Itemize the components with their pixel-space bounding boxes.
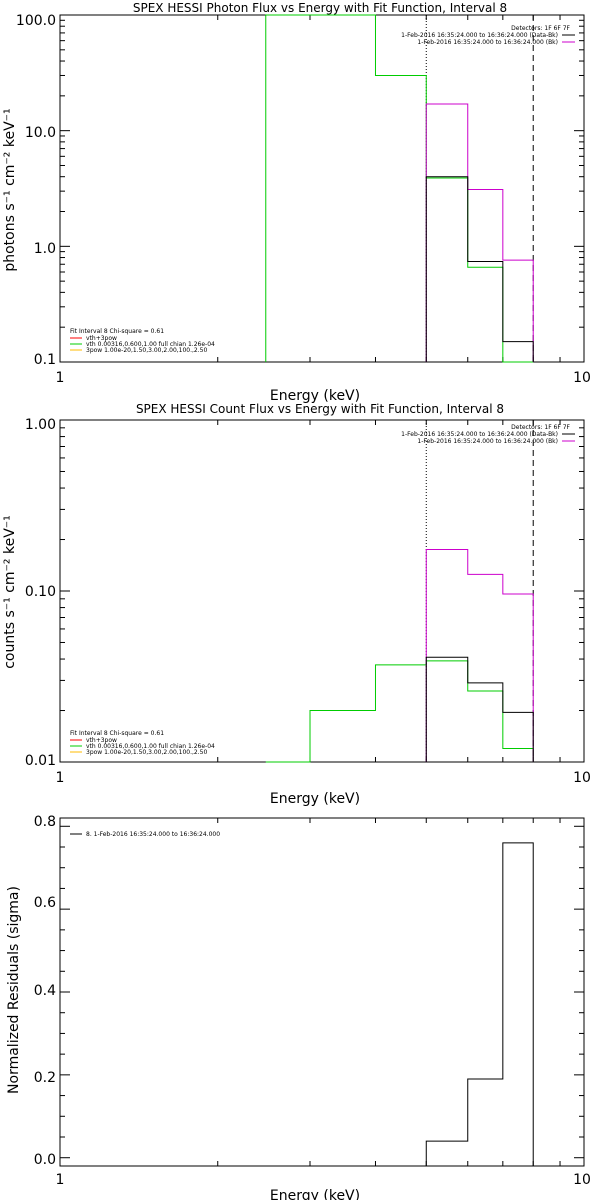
- photon-flux-fit-entry-1: vth 0.00316,0.600,1.00 full chian 1.26e-…: [86, 341, 215, 348]
- residuals-xtick-1: 10: [573, 1172, 591, 1188]
- photon-flux-panel: SPEX HESSI Photon Flux vs Energy with Fi…: [2, 1, 591, 404]
- count-flux-legend-bk: 1-Feb-2016 16:35:24.000 to 16:36:24.000 …: [417, 438, 558, 445]
- photon-flux-series-0: [265, 14, 534, 363]
- photon-flux-series-2: [425, 176, 534, 362]
- photon-flux-ytick-3: 100.0: [16, 13, 56, 29]
- count-flux-ytick-0: 0.01: [25, 753, 56, 769]
- count-flux-series-1: [425, 548, 534, 762]
- count-flux-series-0: [265, 660, 534, 763]
- residuals-ylabel: Normalized Residuals (sigma): [6, 886, 22, 1094]
- residuals-ticks: [59, 818, 585, 1166]
- count-flux-title: SPEX HESSI Count Flux vs Energy with Fit…: [136, 402, 504, 416]
- residuals-series: [425, 842, 534, 1166]
- residuals-legend-entry: 8. 1-Feb-2016 16:35:24.000 to 16:36:24.0…: [86, 831, 220, 838]
- photon-flux-series: [265, 14, 534, 363]
- photon-flux-xtick-1: 10: [573, 370, 591, 386]
- photon-flux-legend-bk: 1-Feb-2016 16:35:24.000 to 16:36:24.000 …: [417, 39, 558, 46]
- photon-flux-ytick-0: 0.1: [34, 352, 56, 368]
- count-flux-ylabel: counts s⁻¹ cm⁻² keV⁻¹: [2, 515, 18, 669]
- count-flux-fit-entry-2: 3pow 1.00e-20,1.50,3.00,2.00,100.,2.50: [86, 749, 207, 756]
- residuals-series-0: [425, 842, 534, 1166]
- count-flux-fit-header: Fit Interval 8 Chi-square = 0.61: [70, 730, 164, 737]
- photon-flux-xlabel: Energy (keV): [270, 388, 360, 404]
- residuals-panel: 0.0 0.2 0.4 0.6 0.8 1 10 Energy (keV) No…: [6, 814, 591, 1200]
- count-flux-series-2: [425, 656, 534, 762]
- photon-flux-fit-header: Fit Interval 8 Chi-square = 0.61: [70, 328, 164, 335]
- residuals-ytick-3: 0.6: [34, 895, 56, 911]
- count-flux-legend-databk: 1-Feb-2016 16:35:24.000 to 16:36:24.000 …: [401, 431, 558, 438]
- photon-flux-vlines: [425, 15, 534, 362]
- count-flux-panel: SPEX HESSI Count Flux vs Energy with Fit…: [2, 402, 591, 807]
- photon-flux-series-1: [425, 103, 534, 362]
- residuals-ytick-0: 0.0: [34, 1152, 56, 1168]
- photon-flux-ytick-2: 10.0: [25, 125, 56, 141]
- count-flux-xlabel: Energy (keV): [270, 791, 360, 807]
- photon-flux-ylabel: photons s⁻¹ cm⁻² keV⁻¹: [2, 108, 18, 271]
- residuals-xtick-0: 1: [56, 1172, 65, 1188]
- residuals-xlabel: Energy (keV): [270, 1188, 360, 1200]
- photon-flux-detectors: Detectors: 1F 6F 7F: [511, 25, 570, 32]
- photon-flux-title: SPEX HESSI Photon Flux vs Energy with Fi…: [133, 1, 507, 15]
- residuals-ytick-1: 0.2: [34, 1070, 56, 1086]
- residuals-ytick-4: 0.8: [34, 814, 56, 830]
- photon-flux-fit-entry-0: vth+3pow: [86, 335, 117, 342]
- photon-flux-ytick-1: 1.0: [34, 241, 56, 257]
- count-flux-series: [265, 548, 534, 763]
- count-flux-xtick-1: 10: [573, 770, 591, 786]
- photon-flux-fit-entry-2: 3pow 1.00e-20,1.50,3.00,2.00,100.,2.50: [86, 347, 207, 354]
- count-flux-xtick-0: 1: [56, 770, 65, 786]
- photon-flux-ticks: [59, 14, 585, 363]
- count-flux-vlines: [425, 420, 534, 762]
- residuals-plot-frame: [59, 817, 585, 1167]
- count-flux-ticks: [59, 419, 585, 763]
- photon-flux-legend-databk: 1-Feb-2016 16:35:24.000 to 16:36:24.000 …: [401, 32, 558, 39]
- photon-flux-xtick-0: 1: [56, 370, 65, 386]
- count-flux-detectors: Detectors: 1F 6F 7F: [511, 424, 570, 431]
- count-flux-fit-entry-0: vth+3pow: [86, 737, 117, 744]
- count-flux-fit-entry-1: vth 0.00316,0.600,1.00 full chian 1.26e-…: [86, 743, 215, 750]
- count-flux-ytick-1: 0.10: [25, 584, 56, 600]
- photon-flux-plot-frame: [59, 14, 585, 363]
- residuals-ytick-2: 0.4: [34, 983, 56, 999]
- count-flux-ytick-2: 1.00: [25, 417, 56, 433]
